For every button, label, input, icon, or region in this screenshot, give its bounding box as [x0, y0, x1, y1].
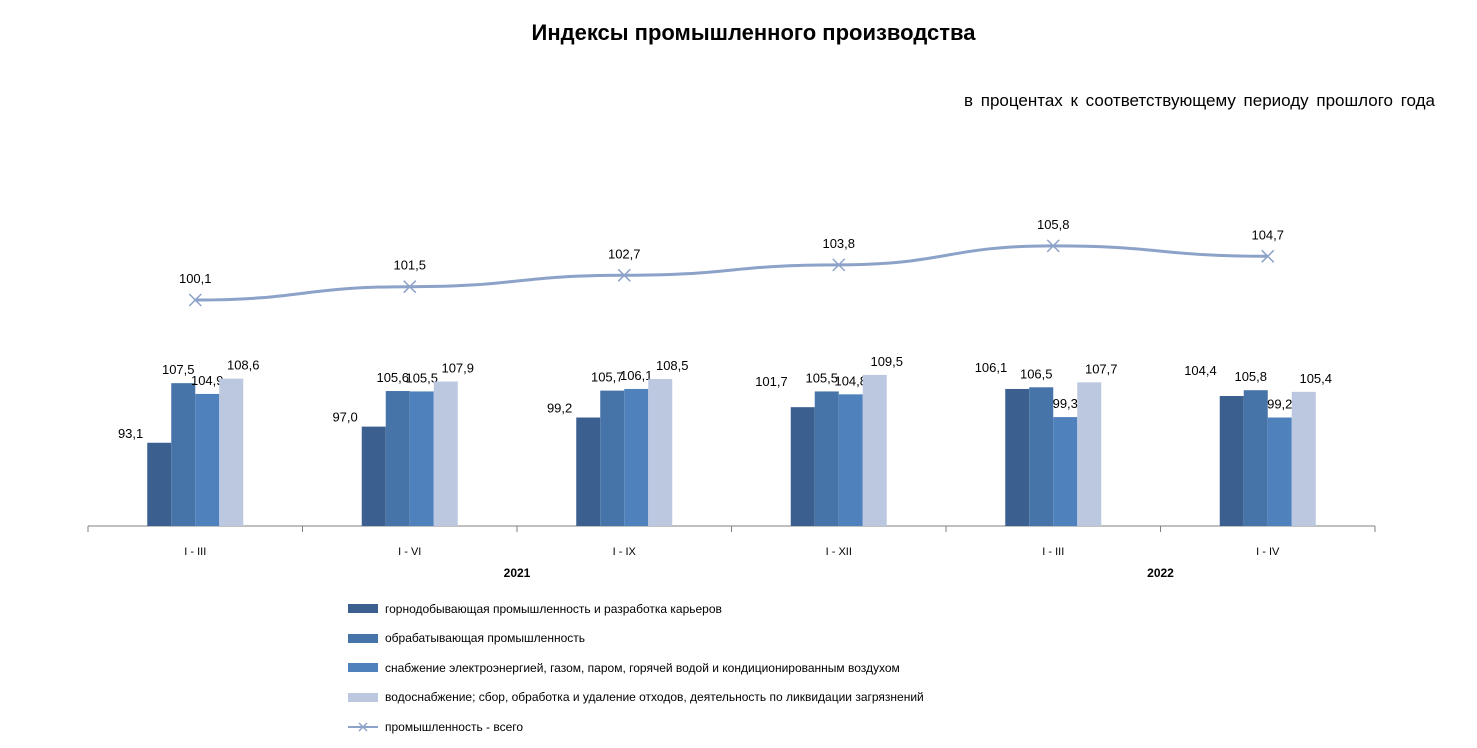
data-label: 104,9 [191, 373, 224, 388]
year-label: 2022 [1147, 566, 1174, 580]
data-label: 104,7 [1251, 227, 1284, 242]
data-label: 108,5 [656, 358, 689, 373]
bar [648, 379, 673, 526]
bar [576, 417, 601, 526]
data-label: 99,2 [547, 401, 572, 416]
category-label: I - IV [1256, 546, 1280, 558]
legend-swatch-water [348, 692, 378, 702]
legend-swatch-mining [348, 604, 378, 614]
category-label: I - III [1042, 546, 1064, 558]
bar [219, 378, 244, 526]
chart-title: Индексы промышленного производства [531, 20, 976, 45]
category-label: I - IX [613, 546, 637, 558]
bar [1219, 395, 1244, 526]
bar [600, 390, 625, 526]
data-label: 107,7 [1085, 361, 1118, 376]
legend-item-total: промышленность - всего [348, 712, 924, 742]
category-label: I - VI [398, 546, 421, 558]
data-label: 106,1 [975, 360, 1008, 375]
legend-item-energy: снабжение электроэнергией, газом, паром,… [348, 653, 924, 683]
data-label: 104,4 [1184, 363, 1217, 378]
total-line-marker [1046, 239, 1060, 253]
data-label: 105,6 [376, 370, 409, 385]
bar [171, 383, 196, 526]
total-line-marker [617, 268, 631, 282]
total-line-marker [188, 293, 202, 307]
data-label: 100,1 [179, 271, 212, 286]
bar [624, 388, 649, 526]
data-label: 106,1 [620, 368, 653, 383]
data-label: 106,5 [1020, 366, 1053, 381]
chart-subtitle: в процентах к соответствующему периоду п… [963, 91, 1435, 110]
bar [1005, 388, 1030, 526]
data-label: 102,7 [608, 246, 641, 261]
legend-item-water: водоснабжение; сбор, обработка и удалени… [348, 683, 924, 713]
category-label: I - III [184, 546, 206, 558]
data-label: 99,3 [1053, 396, 1078, 411]
bar [814, 391, 839, 526]
bar [195, 393, 220, 526]
legend-label-manufacturing: обрабатывающая промышленность [385, 631, 586, 646]
data-label: 107,9 [441, 361, 474, 376]
total-line [195, 244, 1268, 302]
data-label: 105,8 [1037, 217, 1070, 232]
year-label: 2021 [504, 566, 531, 580]
legend: горнодобывающая промышленность и разрабо… [348, 594, 924, 742]
data-label: 101,7 [755, 374, 788, 389]
bar [838, 394, 863, 526]
bar [1243, 390, 1268, 526]
data-label: 108,6 [227, 358, 260, 373]
bar [385, 391, 410, 526]
total-line-marker [1261, 249, 1275, 263]
bar [147, 442, 172, 526]
bar [790, 407, 815, 526]
data-label: 103,8 [822, 236, 855, 251]
category-label: I - XII [826, 546, 852, 558]
data-label: 97,0 [332, 410, 357, 425]
legend-swatch-energy [348, 663, 378, 673]
data-label: 105,7 [591, 370, 624, 385]
data-label: 93,1 [118, 426, 143, 441]
bar [862, 374, 887, 526]
total-line-marker [403, 280, 417, 294]
data-label: 109,5 [870, 354, 903, 369]
legend-label-mining: горнодобывающая промышленность и разрабо… [385, 601, 722, 616]
legend-swatch-manufacturing [348, 633, 378, 643]
bar [361, 426, 386, 526]
data-label: 104,8 [834, 373, 867, 388]
legend-item-manufacturing: обрабатывающая промышленность [348, 624, 924, 654]
legend-label-energy: снабжение электроэнергией, газом, паром,… [385, 660, 900, 675]
legend-label-water: водоснабжение; сбор, обработка и удалени… [385, 690, 924, 705]
data-label: 105,5 [805, 370, 838, 385]
bar [1053, 417, 1078, 526]
bar [409, 391, 434, 526]
legend-swatch-total [348, 722, 378, 732]
bar [1029, 387, 1054, 526]
data-label: 101,5 [393, 258, 426, 273]
bar [1077, 382, 1102, 526]
data-label: 105,8 [1234, 369, 1267, 384]
data-label: 105,5 [405, 370, 438, 385]
bar [433, 381, 458, 526]
data-label: 105,4 [1299, 371, 1332, 386]
bar [1291, 391, 1316, 526]
data-label: 107,5 [162, 362, 195, 377]
bar [1267, 417, 1292, 526]
legend-label-total: промышленность - всего [385, 719, 524, 734]
data-label: 99,2 [1267, 397, 1292, 412]
total-line-marker [832, 258, 846, 272]
legend-item-mining: горнодобывающая промышленность и разрабо… [348, 594, 924, 624]
